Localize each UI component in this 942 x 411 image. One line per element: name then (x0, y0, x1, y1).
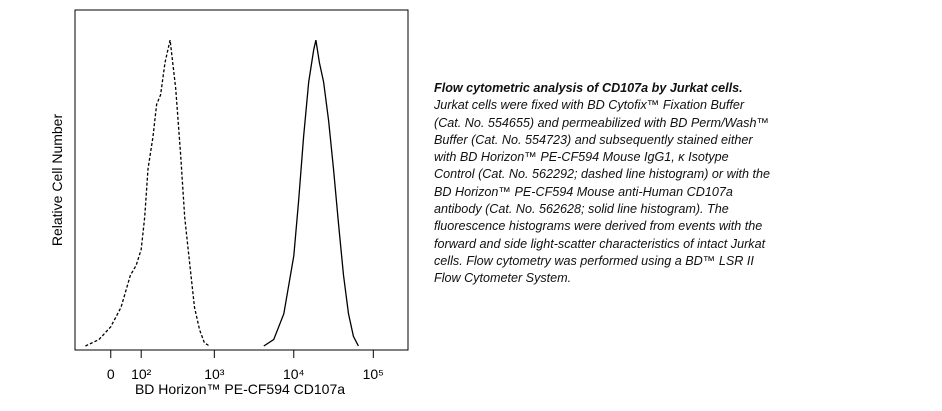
caption-line: antibody (Cat. No. 562628; solid line hi… (434, 202, 729, 217)
caption-line: BD Horizon™ PE-CF594 Mouse anti-Human CD… (434, 184, 733, 199)
caption-line: (Cat. No. 554655) and permeabilized with… (434, 115, 770, 130)
caption-title: Flow cytometric analysis of CD107a by Ju… (434, 81, 743, 95)
caption-line: Control (Cat. No. 562292; dashed line hi… (434, 167, 771, 182)
x-axis-label: BD Horizon™ PE-CF594 CD107a (135, 381, 345, 397)
x-tick-label: 0 (107, 366, 115, 382)
x-tick-label: 10² (131, 366, 152, 382)
y-axis-label: Relative Cell Number (49, 114, 65, 247)
histogram-line (85, 39, 210, 347)
caption: Flow cytometric analysis of CD107a by Ju… (434, 80, 854, 288)
caption-line: cells. Flow cytometry was performed usin… (434, 253, 754, 268)
caption-line: Jurkat cells were fixed with BD Cytofix™… (434, 98, 745, 113)
caption-line: Buffer (Cat. No. 554723) and subsequentl… (434, 132, 753, 147)
histogram-line (263, 39, 359, 347)
caption-line: Flow Cytometer System. (434, 271, 572, 286)
x-tick-label: 10⁴ (283, 366, 305, 382)
plot-frame (74, 9, 409, 351)
x-tick-label: 10³ (204, 366, 225, 382)
caption-line: forward and side light-scatter character… (434, 236, 766, 251)
x-tick-label: 10⁵ (363, 366, 384, 382)
caption-line: with BD Horizon™ PE-CF594 Mouse IgG1, κ … (434, 150, 729, 165)
caption-line: fluorescence histograms were derived fro… (434, 219, 763, 234)
chart: BD Horizon™ PE-CF594 CD107a Relative Cel… (49, 9, 409, 397)
